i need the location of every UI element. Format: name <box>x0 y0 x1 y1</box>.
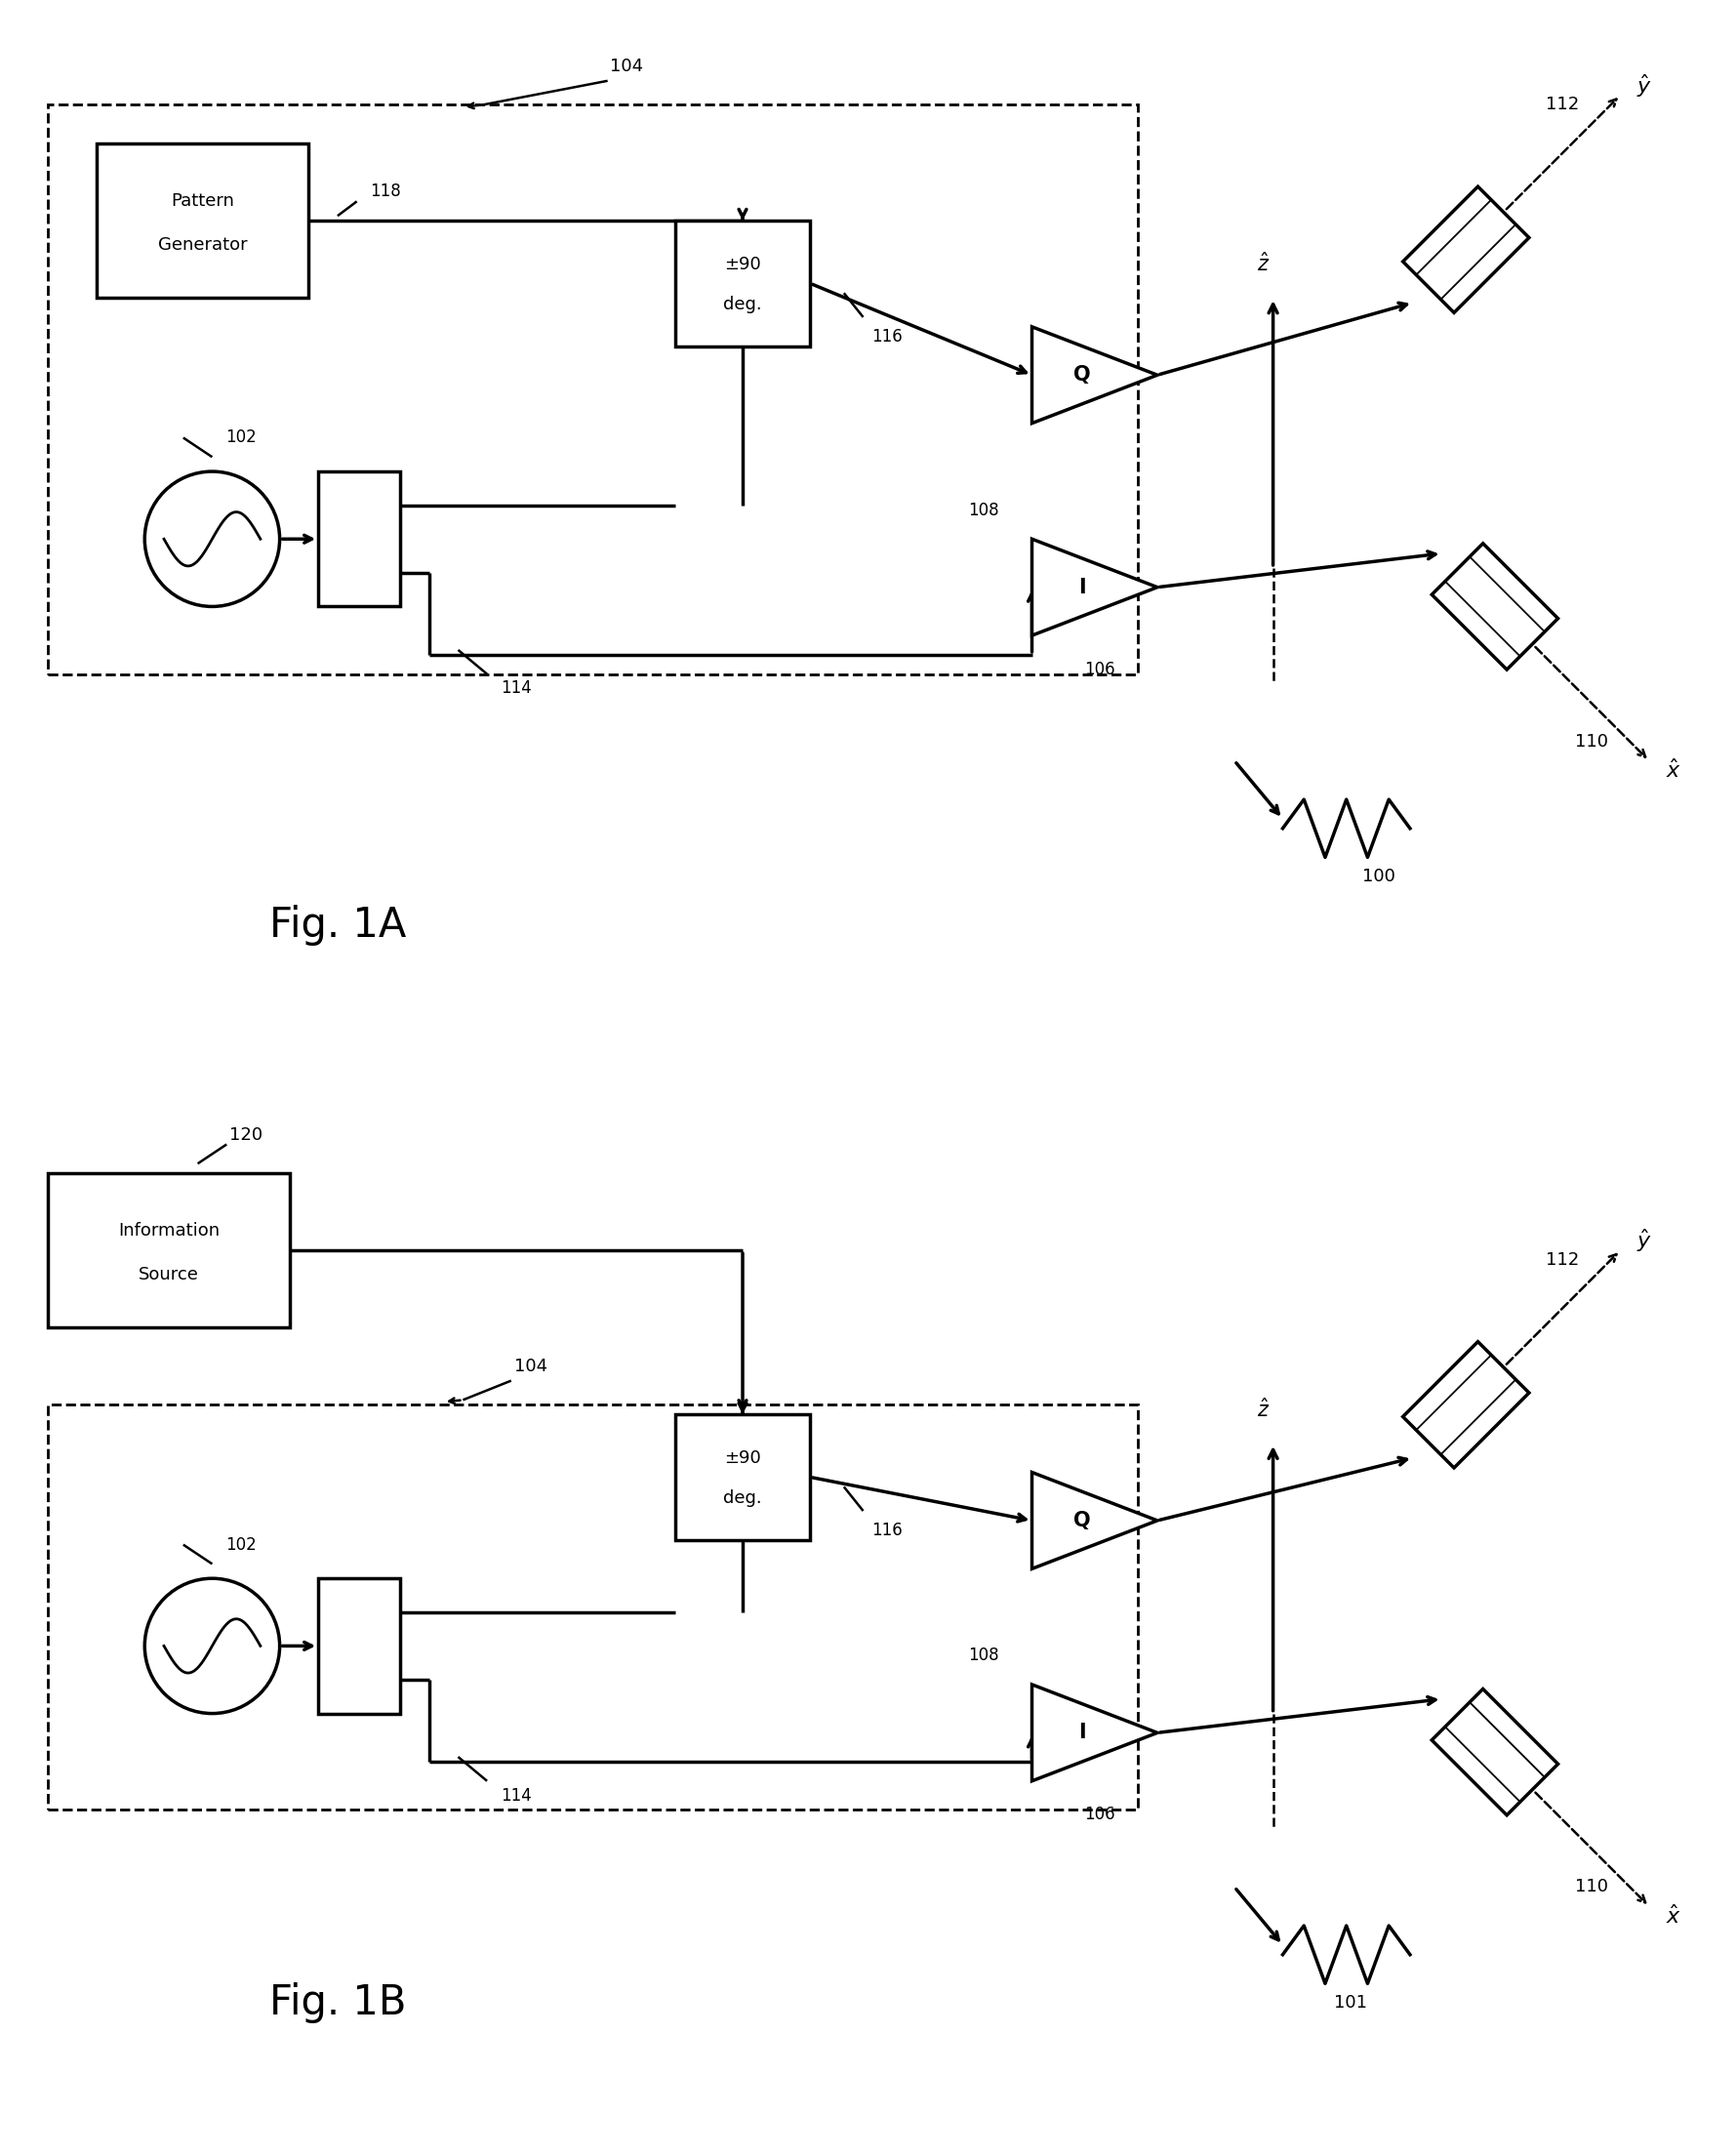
Text: ±90: ±90 <box>724 1449 760 1466</box>
Polygon shape <box>1432 543 1557 671</box>
Text: I: I <box>1078 578 1085 597</box>
Text: 104: 104 <box>514 1358 547 1376</box>
Bar <box>97 144 309 298</box>
Polygon shape <box>1031 539 1158 636</box>
Bar <box>675 220 811 347</box>
Polygon shape <box>1403 1341 1529 1468</box>
Text: $\hat{z}$: $\hat{z}$ <box>1257 1397 1271 1421</box>
Text: Q: Q <box>1073 364 1090 384</box>
Text: 100: 100 <box>1363 869 1396 886</box>
Text: 108: 108 <box>969 502 1000 520</box>
Bar <box>49 1406 1139 1809</box>
Text: deg.: deg. <box>724 295 762 313</box>
Circle shape <box>144 1578 279 1714</box>
Bar <box>49 1173 290 1328</box>
Text: 112: 112 <box>1545 1250 1580 1270</box>
Circle shape <box>144 472 279 606</box>
Polygon shape <box>1403 188 1529 313</box>
Bar <box>318 472 401 606</box>
Text: Fig. 1A: Fig. 1A <box>269 903 406 944</box>
Text: 101: 101 <box>1333 1994 1366 2012</box>
Text: 102: 102 <box>226 429 257 446</box>
Text: 116: 116 <box>871 328 903 345</box>
Text: $\hat{x}$: $\hat{x}$ <box>1665 759 1680 783</box>
Polygon shape <box>1031 1684 1158 1781</box>
Text: $\hat{y}$: $\hat{y}$ <box>1637 71 1653 99</box>
Text: Pattern: Pattern <box>170 192 234 209</box>
Text: ±90: ±90 <box>724 254 760 274</box>
Text: deg.: deg. <box>724 1490 762 1507</box>
Bar <box>675 1414 811 1539</box>
Text: 110: 110 <box>1575 1878 1608 1895</box>
Text: 118: 118 <box>370 183 401 201</box>
Text: 116: 116 <box>871 1522 903 1539</box>
Text: Fig. 1B: Fig. 1B <box>269 1981 406 2022</box>
Text: $\hat{z}$: $\hat{z}$ <box>1257 252 1271 276</box>
Text: Q: Q <box>1073 1511 1090 1531</box>
Text: 106: 106 <box>1083 660 1115 677</box>
Text: I: I <box>1078 1723 1085 1742</box>
Text: 114: 114 <box>500 1787 531 1805</box>
Text: Generator: Generator <box>158 235 247 254</box>
Text: 120: 120 <box>229 1125 262 1143</box>
Bar <box>49 106 1139 675</box>
Text: 102: 102 <box>226 1535 257 1554</box>
Bar <box>318 1578 401 1714</box>
Polygon shape <box>1031 328 1158 423</box>
Polygon shape <box>1432 1688 1557 1815</box>
Text: 110: 110 <box>1575 733 1608 750</box>
Text: 114: 114 <box>500 679 531 696</box>
Text: 108: 108 <box>969 1647 1000 1664</box>
Text: 104: 104 <box>611 58 644 75</box>
Text: 106: 106 <box>1083 1807 1115 1824</box>
Polygon shape <box>1031 1473 1158 1570</box>
Text: Source: Source <box>139 1266 200 1283</box>
Text: 112: 112 <box>1545 97 1580 114</box>
Text: Information: Information <box>118 1222 219 1240</box>
Text: $\hat{x}$: $\hat{x}$ <box>1665 1904 1680 1927</box>
Text: $\hat{y}$: $\hat{y}$ <box>1637 1227 1653 1255</box>
